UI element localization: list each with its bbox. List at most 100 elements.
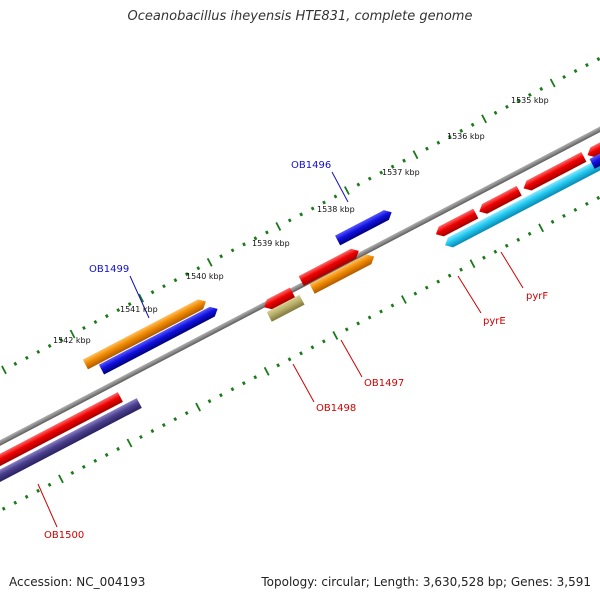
gene-ob1500-navy[interactable] [0, 398, 142, 483]
gene-ob1500-red[interactable] [0, 392, 123, 471]
lower-scale-tick [139, 434, 143, 440]
lower-scale-tick [13, 500, 18, 505]
upper-scale-tick [549, 78, 556, 88]
upper-scale-tick [344, 186, 350, 195]
lower-scale-tick [24, 494, 29, 499]
callout-line-ob1496 [331, 171, 349, 203]
scale-labels-layer: 1535 kbp 1536 kbp 1537 kbp 1538 kbp 1539 kbp… [53, 96, 549, 345]
upper-scale-tick [356, 182, 361, 187]
gene-ob1497-orange[interactable] [309, 252, 377, 294]
scale-label: 1537 kbp [382, 168, 420, 177]
lower-scale-tick [469, 259, 476, 269]
lower-scale-tick [596, 195, 600, 200]
upper-scale-tick [447, 134, 452, 139]
callout-line-ob1498 [292, 363, 315, 403]
lower-scale-tick [436, 279, 441, 284]
gene-pyrf[interactable] [477, 185, 522, 217]
upper-scale-tick [459, 128, 464, 133]
lower-scale-tick [81, 464, 86, 469]
lower-scale-tick [401, 295, 407, 304]
label-ob1499[interactable]: OB1499 [89, 264, 129, 275]
upper-scale-tick [47, 343, 52, 348]
lower-scale-tick [150, 429, 155, 434]
scale-label: 1540 kbp [186, 272, 224, 281]
label-ob1497[interactable]: OB1497 [364, 378, 404, 389]
upper-scale-tick [310, 206, 315, 211]
lower-scale-tick [93, 458, 98, 463]
scale-ticks-layer [1, 57, 600, 511]
upper-scale-tick [379, 170, 384, 175]
upper-scale-tick [230, 248, 235, 253]
map-title: Oceanobacillus iheyensis HTE831, complet… [127, 9, 473, 24]
upper-scale-tick [481, 114, 487, 124]
lower-scale-tick [253, 375, 258, 380]
upper-scale-tick [573, 68, 578, 74]
lower-scale-tick [562, 213, 566, 218]
upper-scale-tick [59, 337, 64, 342]
lower-scale-tick [195, 402, 201, 412]
lower-scale-tick [36, 488, 40, 493]
upper-scale-tick [493, 110, 498, 115]
lower-scale-tick [299, 351, 303, 356]
lower-scale-tick [207, 399, 212, 404]
scale-label: 1542 kbp [53, 336, 91, 345]
upper-scale-tick [116, 308, 121, 313]
upper-scale-tick [562, 74, 567, 80]
gene-cyan[interactable] [443, 147, 600, 250]
label-ob1498[interactable]: OB1498 [316, 403, 356, 414]
upper-scale-tick [24, 355, 29, 360]
callout-line-ob1497 [340, 339, 363, 378]
lower-scale-tick [276, 363, 281, 368]
lower-scale-tick [367, 315, 372, 320]
genes-layer [0, 122, 600, 483]
label-pyrf[interactable]: pyrF [526, 291, 548, 302]
accession-label: Accession: NC_004193 [9, 575, 146, 589]
upper-scale-tick [69, 329, 76, 339]
callout-line-pyrf [500, 251, 524, 289]
lower-scale-tick [332, 330, 339, 340]
label-pyre[interactable]: pyrE [483, 316, 506, 327]
upper-scale-tick [36, 349, 41, 354]
lower-scale-tick [459, 267, 463, 272]
gene-ob1498-khaki[interactable] [266, 294, 305, 322]
scale-label: 1541 kbp [120, 305, 158, 314]
lower-scale-tick [116, 446, 120, 451]
label-ob1496[interactable]: OB1496 [291, 160, 331, 171]
lower-scale-tick [493, 249, 498, 254]
gene-pyre[interactable] [433, 208, 479, 240]
lower-scale-tick [126, 438, 133, 448]
upper-scale-tick [333, 194, 338, 199]
upper-scale-tick [184, 272, 189, 277]
lower-scale-tick [538, 223, 544, 233]
lower-scale-tick [184, 411, 189, 416]
lower-scale-tick [356, 321, 361, 326]
upper-scale-tick [299, 212, 304, 217]
scale-label: 1536 kbp [447, 132, 485, 141]
lower-scale-tick [584, 201, 589, 206]
gene-ob1499-bottom[interactable] [98, 304, 220, 375]
gene-ob1498-red[interactable] [262, 287, 296, 313]
gene-red-far[interactable] [521, 152, 587, 193]
upper-scale-tick [1, 365, 7, 375]
upper-scale-tick [219, 254, 224, 259]
callouts-layer: OB1496 OB1499 OB1500 OB1498 OB1497 pyrE pyrF [37, 160, 548, 541]
lower-scale-tick [516, 237, 521, 242]
upper-scale-tick [138, 293, 145, 303]
lower-scale-tick [58, 474, 64, 484]
upper-scale-tick [470, 122, 475, 127]
lower-scale-tick [413, 291, 418, 296]
upper-scale-tick [82, 325, 86, 331]
lower-scale-tick [241, 381, 246, 386]
lower-scale-tick [573, 207, 578, 212]
upper-scale-tick [585, 63, 589, 68]
upper-scale-tick [505, 104, 509, 109]
lower-scale-tick [424, 285, 429, 290]
upper-scale-tick [516, 98, 521, 103]
scale-label: 1538 kbp [317, 205, 355, 214]
gene-ob1497-red[interactable] [298, 246, 362, 286]
gene-ob1496[interactable] [335, 207, 394, 246]
gene-ob1499-top[interactable] [82, 297, 209, 370]
upper-scale-tick [13, 361, 18, 366]
label-ob1500[interactable]: OB1500 [44, 530, 84, 541]
